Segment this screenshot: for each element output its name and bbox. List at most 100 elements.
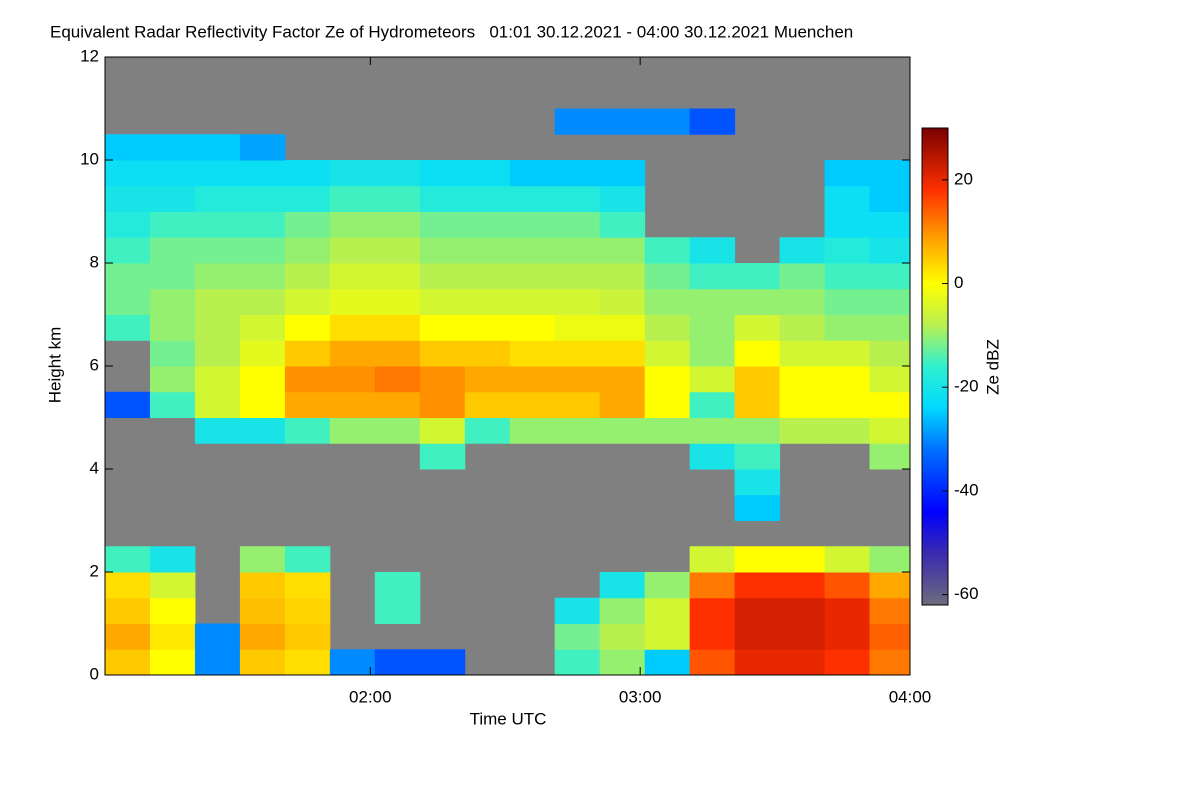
heatmap-cell: [239, 288, 286, 315]
heatmap-cell: [824, 237, 871, 264]
heatmap-cell: [194, 649, 241, 676]
heatmap-cell: [869, 649, 911, 676]
heatmap-cell: [554, 237, 601, 264]
heatmap-cell: [734, 340, 781, 367]
heatmap-cell: [554, 340, 601, 367]
heatmap-cell: [644, 263, 691, 290]
heatmap-cell: [689, 623, 736, 650]
colorbar-tick-label: 20: [954, 169, 973, 188]
heatmap-cell: [869, 314, 911, 341]
heatmap-cell: [869, 288, 911, 315]
heatmap-cell: [374, 314, 421, 341]
heatmap-cell: [105, 263, 151, 290]
heatmap-cell: [644, 237, 691, 264]
heatmap-cell: [329, 391, 376, 418]
heatmap-cell: [464, 366, 511, 393]
heatmap-cell: [599, 160, 646, 187]
heatmap-cell: [689, 237, 736, 264]
heatmap-cell: [599, 391, 646, 418]
heatmap-cell: [149, 263, 196, 290]
heatmap-cell: [734, 314, 781, 341]
heatmap-cell: [105, 623, 151, 650]
heatmap-cell: [419, 211, 466, 238]
heatmap-cell: [599, 237, 646, 264]
heatmap-cell: [734, 366, 781, 393]
heatmap-cell: [734, 288, 781, 315]
heatmap-cell: [239, 185, 286, 212]
heatmap-cell: [779, 546, 826, 573]
heatmap-cell: [509, 340, 556, 367]
heatmap-cell: [779, 288, 826, 315]
heatmap-cell: [284, 649, 331, 676]
heatmap-cell: [239, 572, 286, 599]
heatmap-cell: [509, 160, 556, 187]
heatmap-cell: [194, 417, 241, 444]
heatmap-cell: [329, 417, 376, 444]
heatmap-cell: [869, 546, 911, 573]
heatmap-cell: [149, 623, 196, 650]
heatmap-cell: [329, 185, 376, 212]
heatmap-cell: [554, 160, 601, 187]
heatmap-cell: [599, 211, 646, 238]
heatmap-cell: [239, 160, 286, 187]
heatmap-cell: [239, 134, 286, 161]
heatmap-cell: [824, 649, 871, 676]
heatmap-cell: [599, 263, 646, 290]
heatmap-cell: [419, 417, 466, 444]
heatmap-cell: [149, 572, 196, 599]
heatmap-cell: [824, 546, 871, 573]
heatmap-cell: [554, 623, 601, 650]
heatmap-cell: [149, 288, 196, 315]
heatmap-cell: [239, 211, 286, 238]
heatmap-cell: [824, 623, 871, 650]
heatmap-cell: [419, 340, 466, 367]
heatmap-cell: [419, 314, 466, 341]
heatmap-cell: [149, 185, 196, 212]
heatmap-cell: [644, 366, 691, 393]
heatmap-cell: [869, 391, 911, 418]
heatmap-cell: [869, 211, 911, 238]
heatmap-cell: [509, 185, 556, 212]
heatmap-cell: [599, 417, 646, 444]
heatmap-cell: [689, 314, 736, 341]
heatmap-cell: [554, 597, 601, 624]
heatmap-cell: [284, 546, 331, 573]
heatmap-cell: [239, 366, 286, 393]
heatmap-cell: [644, 108, 691, 135]
heatmap-cell: [105, 546, 151, 573]
heatmap-cell: [599, 597, 646, 624]
heatmap-cell: [284, 160, 331, 187]
heatmap-cell: [464, 288, 511, 315]
heatmap-cell: [599, 649, 646, 676]
heatmap-cell: [554, 391, 601, 418]
heatmap-cell: [149, 391, 196, 418]
heatmap-cell: [329, 160, 376, 187]
heatmap-cell: [374, 211, 421, 238]
heatmap-cell: [464, 160, 511, 187]
heatmap-cell: [374, 185, 421, 212]
heatmap-cell: [194, 263, 241, 290]
heatmap-cell: [105, 314, 151, 341]
heatmap-cell: [689, 572, 736, 599]
heatmap-cell: [869, 417, 911, 444]
heatmap-cell: [734, 263, 781, 290]
heatmap-cell: [105, 288, 151, 315]
heatmap-cell: [644, 572, 691, 599]
heatmap-cell: [374, 237, 421, 264]
heatmap-cell: [419, 185, 466, 212]
heatmap-cell: [329, 649, 376, 676]
x-tick-label: 02:00: [349, 687, 392, 706]
heatmap-cell: [689, 597, 736, 624]
heatmap-cell: [419, 649, 466, 676]
heatmap-cell: [374, 288, 421, 315]
heatmap-cell: [779, 597, 826, 624]
heatmap-cell: [599, 108, 646, 135]
colorbar-tick-label: -20: [954, 377, 979, 396]
heatmap-cell: [824, 314, 871, 341]
heatmap-cell: [105, 237, 151, 264]
heatmap-cell: [644, 340, 691, 367]
heatmap-cell: [464, 237, 511, 264]
heatmap-cell: [734, 572, 781, 599]
heatmap-cell: [194, 340, 241, 367]
heatmap-cell: [734, 623, 781, 650]
